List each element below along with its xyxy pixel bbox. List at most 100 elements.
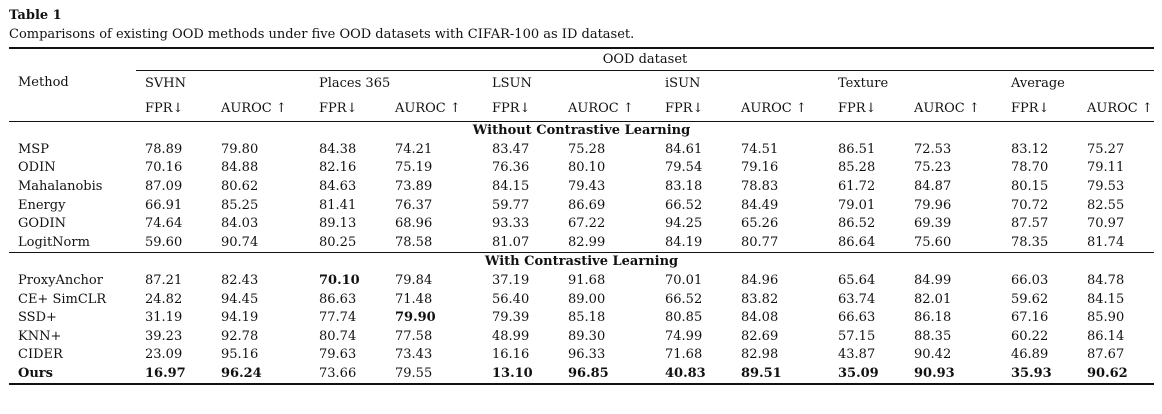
section-title: With Contrastive Learning <box>9 252 1154 272</box>
auroc-cell: 82.69 <box>741 328 779 344</box>
auroc-cell: 82.43 <box>221 273 259 289</box>
auroc-cell: 90.74 <box>221 234 259 250</box>
fpr-cell: 86.63 <box>319 291 357 307</box>
auroc-cell: 68.96 <box>395 216 433 232</box>
fpr-cell: 79.54 <box>665 160 703 176</box>
fpr-cell: 31.19 <box>145 310 183 326</box>
auroc-cell: 94.45 <box>221 291 259 307</box>
results-table: OOD dataset Method SVHN Places 365 LSUN iSU… <box>9 47 1154 386</box>
auroc-cell: 87.67 <box>1087 347 1125 363</box>
auroc-cell: 84.96 <box>741 273 779 289</box>
fpr-cell: 59.77 <box>492 197 530 213</box>
auroc-cell: 79.11 <box>1087 160 1125 176</box>
auroc-cell: 90.42 <box>914 347 952 363</box>
fpr-cell: 78.35 <box>1011 234 1049 250</box>
method-name: GODIN <box>18 216 66 232</box>
table-row: LogitNorm 59.60 90.74 80.25 78.58 81.07 82.99 8… <box>9 234 1154 253</box>
table-row: KNN+ 39.23 92.78 80.74 77.58 48.99 89.30 74.99 8… <box>9 328 1154 347</box>
fpr-cell: 16.97 <box>136 364 212 386</box>
auroc-cell: 84.99 <box>914 273 952 289</box>
fpr-cell: 77.74 <box>319 310 357 326</box>
fpr-cell: 70.01 <box>665 273 703 289</box>
table-row: SSD+ 31.19 94.19 77.74 79.90 79.39 85.18 80.85 8… <box>9 309 1154 328</box>
fpr-cell: 80.25 <box>319 234 357 250</box>
fpr-cell: 46.89 <box>1011 347 1049 363</box>
fpr-cell: 89.13 <box>319 216 357 232</box>
table-row: ODIN 70.16 84.88 82.16 75.19 76.36 80.10 79.54 7… <box>9 159 1154 178</box>
table-row: ProxyAnchor 87.21 82.43 70.10 79.84 37.19 91.6… <box>9 272 1154 291</box>
fpr-cell: 63.74 <box>838 291 876 307</box>
section-title: Without Contrastive Learning <box>9 120 1154 141</box>
fpr-cell: 57.15 <box>838 328 876 344</box>
auroc-cell: 89.51 <box>732 364 829 386</box>
auroc-cell: 90.93 <box>905 364 1002 386</box>
method-name: CIDER <box>18 347 63 363</box>
fpr-cell: 84.19 <box>665 234 703 250</box>
auroc-cell: 84.49 <box>741 197 779 213</box>
auroc-cell: 79.84 <box>395 273 433 289</box>
method-name: Mahalanobis <box>18 179 103 195</box>
ood-header-row: OOD dataset <box>9 47 1154 71</box>
auroc-cell: 85.25 <box>221 197 259 213</box>
auroc-cell: 96.33 <box>568 347 606 363</box>
fpr-cell: 87.57 <box>1011 216 1049 232</box>
dataset-header: Texture <box>838 75 889 91</box>
auroc-cell: 84.87 <box>914 179 952 195</box>
auroc-cell: 75.60 <box>914 234 952 250</box>
auroc-cell: 72.53 <box>914 141 952 157</box>
fpr-cell: 93.33 <box>492 216 530 232</box>
auroc-cell: 75.19 <box>395 160 433 176</box>
auroc-cell: 74.21 <box>395 141 433 157</box>
auroc-cell: 78.58 <box>395 234 433 250</box>
fpr-cell: 80.85 <box>665 310 703 326</box>
auroc-cell: 81.74 <box>1087 234 1125 250</box>
method-name: MSP <box>18 141 49 157</box>
auroc-cell: 74.51 <box>741 141 779 157</box>
auroc-cell: 71.48 <box>395 291 433 307</box>
auroc-header: AUROC ↑ <box>386 96 483 122</box>
table-label: Table 1 <box>9 8 62 23</box>
table-row: Energy 66.91 85.25 81.41 76.37 59.77 86.69 66.5… <box>9 196 1154 215</box>
fpr-cell: 13.10 <box>483 364 559 386</box>
fpr-cell: 80.74 <box>319 328 357 344</box>
auroc-cell: 84.08 <box>741 310 779 326</box>
fpr-cell: 86.51 <box>838 141 876 157</box>
auroc-header: AUROC ↑ <box>732 96 829 122</box>
auroc-cell: 80.10 <box>568 160 606 176</box>
fpr-cell: 85.28 <box>838 160 876 176</box>
fpr-cell: 84.15 <box>492 179 530 195</box>
fpr-cell: 16.16 <box>492 347 530 363</box>
fpr-cell: 82.16 <box>319 160 357 176</box>
auroc-cell: 75.27 <box>1087 141 1125 157</box>
auroc-cell: 92.78 <box>221 328 259 344</box>
fpr-cell: 70.10 <box>319 273 360 289</box>
dataset-header: iSUN <box>665 75 701 91</box>
fpr-header: FPR↓ <box>483 96 559 122</box>
auroc-cell: 82.55 <box>1087 197 1125 213</box>
auroc-cell: 79.96 <box>914 197 952 213</box>
fpr-cell: 86.52 <box>838 216 876 232</box>
section-header-row: Without Contrastive Learning <box>9 120 1154 141</box>
ood-dataset-header: OOD dataset <box>136 47 1154 71</box>
table-row: CE+ SimCLR 24.82 94.45 86.63 71.48 56.40 89.00… <box>9 290 1154 309</box>
fpr-cell: 83.47 <box>492 141 530 157</box>
fpr-header: FPR↓ <box>136 96 212 122</box>
auroc-header: AUROC ↑ <box>1078 96 1154 122</box>
fpr-cell: 83.18 <box>665 179 703 195</box>
fpr-header: FPR↓ <box>1002 96 1078 122</box>
fpr-cell: 76.36 <box>492 160 530 176</box>
fpr-cell: 65.64 <box>838 273 876 289</box>
auroc-cell: 69.39 <box>914 216 952 232</box>
method-name: ProxyAnchor <box>18 273 103 289</box>
auroc-cell: 86.14 <box>1087 328 1125 344</box>
method-name: Ours <box>9 364 136 386</box>
auroc-cell: 80.77 <box>741 234 779 250</box>
fpr-cell: 66.03 <box>1011 273 1049 289</box>
auroc-cell: 83.82 <box>741 291 779 307</box>
auroc-cell: 94.19 <box>221 310 259 326</box>
fpr-cell: 84.38 <box>319 141 357 157</box>
metric-header-row: FPR↓ AUROC ↑ FPR↓ AUROC ↑ FPR↓ AUROC ↑ FPR↓ AUR… <box>9 96 1154 122</box>
table-row: Mahalanobis 87.09 80.62 84.63 73.89 84.15 79.4… <box>9 178 1154 197</box>
auroc-cell: 73.43 <box>395 347 433 363</box>
fpr-cell: 35.09 <box>829 364 905 386</box>
